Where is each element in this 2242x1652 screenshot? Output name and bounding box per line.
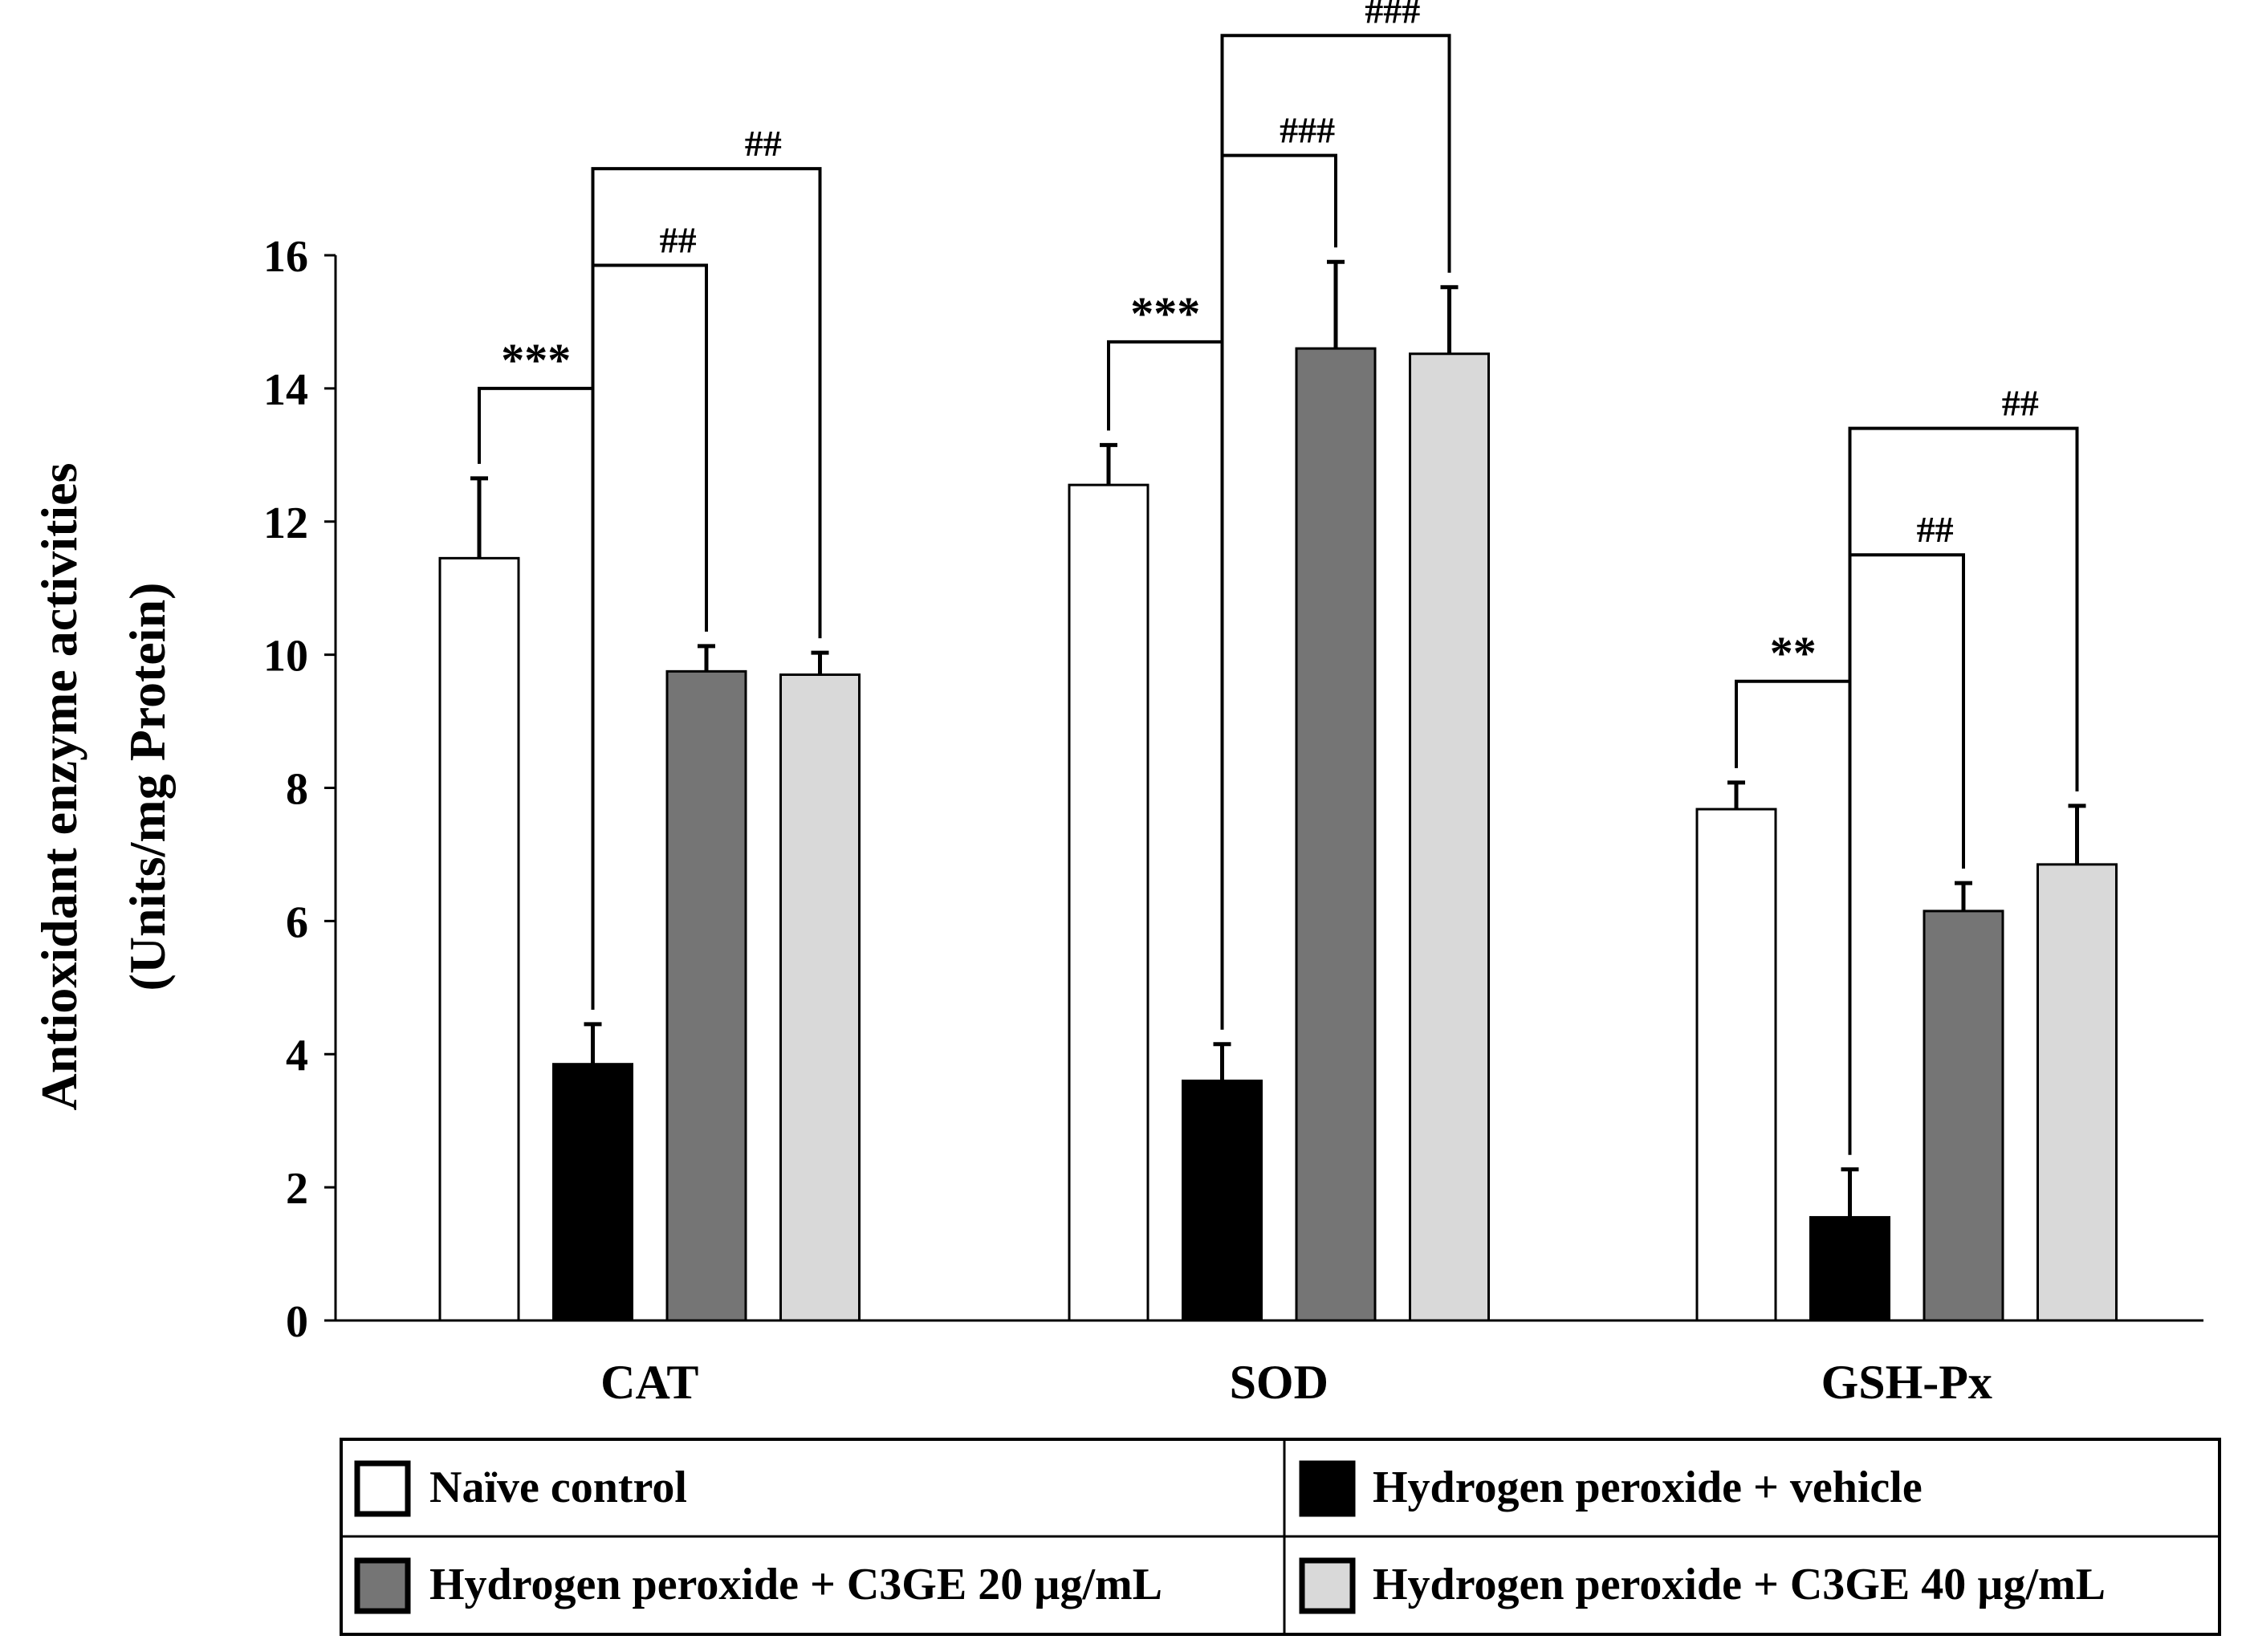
significance-label-6: ** [1770,627,1817,679]
bar-CAT-s0 [438,556,520,1322]
legend-swatch-hydrogen-peroxide-vehicle [1299,1460,1356,1517]
significance-label-8: ## [2002,383,2039,424]
y-tick-label-10: 10 [263,632,308,682]
y-ticks: 0 2 4 6 8 10 12 14 16 [263,232,336,1347]
legend-swatch-c3ge-40 [1299,1557,1356,1614]
significance-label-4: ### [1280,110,1335,151]
x-category-label-CAT: CAT [600,1356,698,1409]
y-axis-title-line-1: Antioxidant enzyme activities [31,463,87,1111]
significance-label-2: ## [745,123,782,164]
legend-swatch-c3ge-20 [354,1557,411,1614]
y-tick-label-8: 8 [286,765,308,815]
bar-CAT-s2 [665,669,747,1322]
bar-GSH-Px-s3 [2037,863,2118,1322]
bar-SOD-s0 [1068,483,1149,1322]
y-tick-label-12: 12 [263,498,308,548]
legend-label-naive-control: Naïve control [429,1463,687,1512]
x-category-label-GSH-Px: GSH-Px [1821,1356,1992,1409]
legend-label-c3ge-20: Hydrogen peroxide + C3GE 20 µg/mL [429,1560,1162,1609]
significance-label-5: ### [1365,0,1420,31]
y-tick-label-0: 0 [286,1297,308,1347]
bar-CAT-s1 [552,1063,633,1322]
bar-GSH-Px-s1 [1809,1215,1890,1322]
bar-SOD-s1 [1182,1079,1263,1322]
significance-bracket-8 [1848,426,2079,1119]
bar-SOD-s2 [1295,347,1377,1322]
x-category-label-SOD: SOD [1230,1356,1329,1409]
y-axis-title-line-2: (Units/mg Protein) [119,583,176,991]
y-tick-label-14: 14 [263,365,308,415]
bar-GSH-Px-s2 [1923,909,2004,1322]
significance-label-7: ## [1917,509,1954,550]
significance-label-3: *** [1130,287,1200,340]
y-tick-label-6: 6 [286,897,308,947]
bars [438,259,2118,1322]
y-tick-label-16: 16 [263,232,308,282]
significance-label-1: ## [660,219,697,260]
bar-SOD-s3 [1409,352,1490,1322]
legend-label-c3ge-40: Hydrogen peroxide + C3GE 40 µg/mL [1373,1560,2106,1609]
legend-swatch-naive-control [354,1460,411,1517]
y-tick-label-2: 2 [286,1164,308,1214]
significance-label-0: *** [501,334,571,386]
x-category-labels: CAT SOD GSH-Px [600,1356,1992,1409]
legend: Naïve control Hydrogen peroxide + vehicl… [340,1438,2221,1636]
significance-annotations: *** ## ## *** ### ### ** ## ## [478,0,2079,1155]
y-tick-label-4: 4 [286,1031,308,1080]
bar-CAT-s3 [779,673,861,1322]
legend-label-hydrogen-peroxide-vehicle: Hydrogen peroxide + vehicle [1373,1463,1923,1512]
plot-area: 0 2 4 6 8 10 12 14 16 *** ## ## *** ### ### ** ## ## CAT… [263,0,2203,1409]
bar-GSH-Px-s0 [1695,808,1777,1322]
significance-bracket-2 [591,167,822,974]
significance-bracket-5 [1220,34,1451,994]
